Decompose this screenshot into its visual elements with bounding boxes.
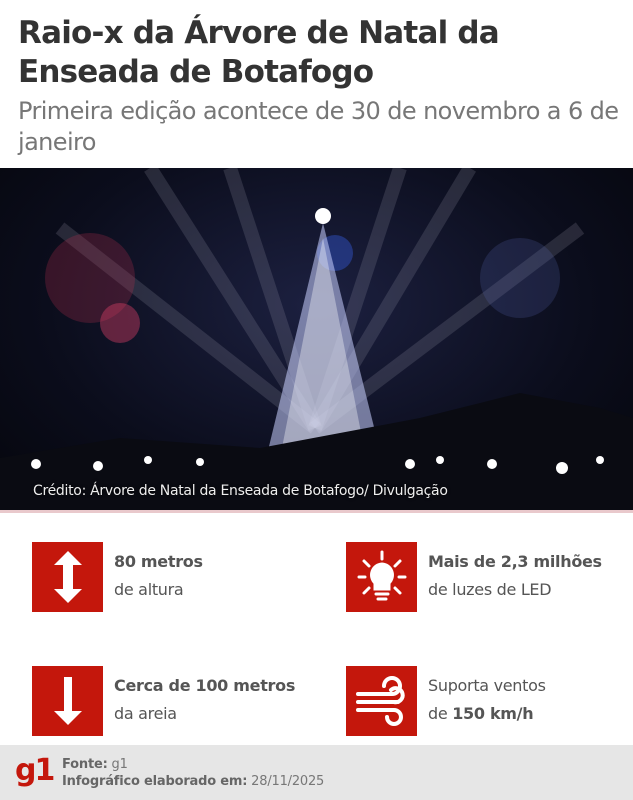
fact-bold: 150 km/h bbox=[452, 704, 534, 723]
fact-distance: Cerca de 100 metros da areia bbox=[32, 666, 295, 736]
up-down-arrow-icon bbox=[32, 542, 103, 612]
photo-credit: Crédito: Árvore de Natal da Enseada de B… bbox=[33, 483, 448, 499]
wind-icon bbox=[346, 666, 417, 736]
fact-wind: Suporta ventos de 150 km/h bbox=[346, 666, 546, 736]
page-title: Raio-x da Árvore de Natal da Enseada de … bbox=[18, 15, 500, 90]
fact-text: de altura bbox=[114, 580, 184, 599]
fact-bold: Mais de 2,3 milhões bbox=[428, 552, 602, 571]
down-arrow-icon bbox=[32, 666, 103, 736]
fact-text: de luzes de LED bbox=[428, 580, 552, 599]
fact-height: 80 metros de altura bbox=[32, 542, 203, 612]
source-label: Fonte: bbox=[62, 757, 108, 772]
fact-bold: Cerca de 100 metros bbox=[114, 676, 296, 695]
date: 28/11/2025 bbox=[251, 774, 325, 789]
fact-text-mid: de bbox=[428, 704, 453, 723]
fact-lights: Mais de 2,3 milhões de luzes de LED bbox=[346, 542, 602, 612]
source: g1 bbox=[111, 757, 128, 772]
g1-logo: g1 bbox=[15, 753, 55, 788]
lightbulb-icon bbox=[346, 542, 417, 612]
page-subtitle: Primeira edição acontece de 30 de novemb… bbox=[18, 97, 619, 156]
date-label: Infográfico elaborado em: bbox=[62, 774, 248, 789]
footer: g1 Fonte: g1 Infográfico elaborado em: 2… bbox=[0, 745, 633, 800]
christmas-tree-photo: Crédito: Árvore de Natal da Enseada de B… bbox=[0, 168, 633, 513]
fact-text: da areia bbox=[114, 704, 177, 723]
fact-bold: 80 metros bbox=[114, 552, 203, 571]
fact-text: Suporta ventos bbox=[428, 676, 546, 695]
